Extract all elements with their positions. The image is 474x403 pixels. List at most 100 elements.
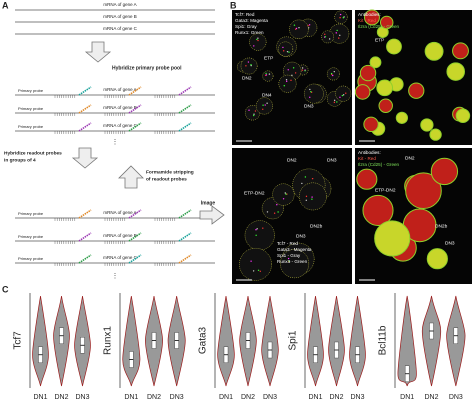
arrow bbox=[199, 205, 225, 225]
x-tick-label: DN3 bbox=[263, 394, 277, 401]
readout-site bbox=[78, 104, 92, 114]
readout-site bbox=[178, 104, 192, 114]
readout-site bbox=[78, 122, 92, 132]
cell bbox=[376, 79, 394, 97]
readout-site bbox=[78, 232, 92, 242]
transcript bbox=[342, 94, 345, 96]
y-axis-label: Gata3 bbox=[198, 326, 209, 354]
step-label: Hybridize readout probes bbox=[4, 150, 62, 156]
cell bbox=[405, 172, 442, 210]
transcript bbox=[311, 198, 313, 200]
readout-site bbox=[78, 86, 92, 96]
transcript bbox=[268, 73, 271, 75]
transcript bbox=[264, 104, 266, 106]
mrna-label: mRNA of gene B bbox=[103, 14, 137, 19]
transcript bbox=[288, 260, 290, 262]
transcript bbox=[256, 228, 258, 230]
legend-line: Tcf7: Red bbox=[235, 12, 255, 17]
readout-site bbox=[78, 254, 92, 264]
cell-outline bbox=[278, 41, 294, 57]
transcript bbox=[288, 51, 290, 53]
transcript bbox=[295, 27, 298, 30]
legend-line: Antibodies: bbox=[358, 150, 381, 155]
cell bbox=[364, 9, 380, 26]
cell bbox=[395, 111, 409, 124]
cell-outline bbox=[255, 97, 273, 115]
cell bbox=[426, 248, 448, 270]
mrna-label: mRNA of gene A bbox=[103, 2, 136, 7]
cell-label: DN2b bbox=[435, 223, 448, 229]
transcript bbox=[282, 198, 285, 200]
panel-label: B bbox=[230, 0, 237, 10]
cell bbox=[420, 118, 434, 132]
transcript bbox=[287, 257, 290, 260]
x-tick-label: DN1 bbox=[400, 394, 414, 401]
legend-line: Gata3 - Magenta bbox=[277, 247, 312, 252]
mrna-label: mRNA of gene A bbox=[103, 210, 136, 215]
cell-outline bbox=[239, 247, 272, 281]
cell bbox=[446, 62, 465, 81]
readout-site bbox=[128, 104, 142, 114]
transcript bbox=[255, 234, 257, 236]
transcript bbox=[301, 69, 304, 71]
legend-line: Tcf7 - Red bbox=[277, 241, 298, 246]
cell bbox=[424, 41, 444, 61]
transcript bbox=[310, 91, 312, 93]
micrograph bbox=[354, 9, 472, 145]
x-tick-label: DN2 bbox=[241, 394, 255, 401]
y-axis-label: Tcf7 bbox=[13, 331, 24, 350]
transcript bbox=[285, 78, 288, 81]
mrna-label: mRNA of gene C bbox=[103, 123, 138, 128]
cell bbox=[455, 108, 471, 123]
transcript bbox=[301, 182, 303, 185]
probe-label: Primary probe bbox=[18, 124, 44, 129]
cell-label: ETP-DN2 bbox=[244, 190, 265, 196]
legend-line: Kit - Red bbox=[358, 18, 376, 23]
transcript bbox=[266, 102, 268, 104]
transcript bbox=[335, 32, 337, 34]
transcript bbox=[294, 72, 297, 74]
transcript bbox=[338, 37, 340, 39]
cell-label: ETP bbox=[375, 37, 384, 43]
readout-site bbox=[128, 209, 142, 219]
cell bbox=[363, 116, 379, 133]
transcript bbox=[336, 101, 338, 103]
transcript bbox=[248, 109, 250, 111]
y-axis-label: Runx1 bbox=[103, 326, 114, 355]
probe-label: Primary probe bbox=[18, 234, 44, 239]
transcript bbox=[309, 88, 311, 91]
arrow bbox=[71, 147, 99, 169]
cell-outline bbox=[299, 182, 327, 211]
cell bbox=[356, 168, 378, 190]
x-tick-label: DN1 bbox=[219, 394, 233, 401]
violin bbox=[307, 295, 324, 387]
cell bbox=[359, 64, 377, 82]
violin bbox=[261, 295, 279, 387]
transcript bbox=[339, 96, 341, 99]
violin bbox=[328, 295, 345, 387]
transcript bbox=[339, 13, 342, 16]
transcript bbox=[324, 36, 327, 38]
cell-outline bbox=[240, 57, 258, 75]
legend-line: Runx1: Green bbox=[235, 30, 264, 35]
transcript bbox=[265, 74, 268, 76]
probe-label: Primary probe bbox=[18, 106, 44, 111]
arrow bbox=[84, 41, 112, 63]
legend-line: Runx1 - Green bbox=[277, 259, 308, 264]
cell bbox=[354, 84, 371, 100]
transcript bbox=[287, 69, 289, 71]
transcript bbox=[304, 176, 307, 178]
x-tick-label: DN3 bbox=[75, 394, 89, 401]
transcript bbox=[324, 33, 326, 35]
cell-outline bbox=[326, 67, 340, 81]
transcript bbox=[273, 212, 276, 214]
transcript bbox=[333, 101, 336, 104]
transcript bbox=[282, 50, 285, 52]
transcript bbox=[253, 113, 255, 115]
readout-site bbox=[178, 254, 192, 264]
cell-label: ETP-DN2 bbox=[375, 187, 396, 193]
mrna-label: mRNA of gene C bbox=[103, 255, 138, 260]
cell bbox=[379, 15, 394, 30]
mrna-label: mRNA of gene B bbox=[103, 233, 137, 238]
step-label: of readout probes bbox=[146, 176, 187, 182]
